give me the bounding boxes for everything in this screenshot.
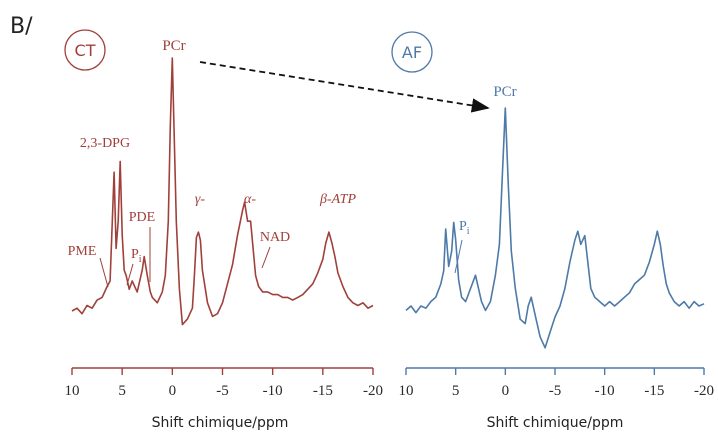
ct-label-gamma: γ-	[195, 192, 206, 207]
af-tick-label-3: -5	[549, 383, 562, 399]
af-spectrum-line	[405, 107, 705, 349]
af-tick-label-2: 0	[502, 383, 510, 399]
ct-tick-label-1: 5	[118, 383, 126, 399]
ct-label-pi-main: P	[131, 247, 139, 262]
af-label-pi-main: P	[459, 219, 467, 234]
ct-tick-marks	[71, 368, 374, 375]
ct-badge: CT	[75, 41, 96, 60]
af-label-pi-sub: i	[467, 226, 470, 237]
af-tick-labels: 10 5 0 -5 -10 -15 -20	[399, 383, 715, 399]
ct-label-nad: NAD	[260, 230, 290, 245]
af-tick-label-0: 10	[399, 383, 414, 399]
ct-label-pme: PME	[68, 244, 97, 259]
ct-label-pi-sub: i	[139, 254, 142, 265]
ct-label-alpha: α-	[244, 192, 256, 207]
ct-label-pi: Pi	[131, 247, 142, 265]
ct-pointer-pi	[126, 263, 134, 286]
ct-panel: CT 10 5 0 -5 -10 -15 -20 Shift chimique/ppm PC…	[64, 29, 384, 431]
ct-label-pde: PDE	[129, 210, 155, 225]
ct-tick-label-3: -5	[216, 383, 229, 399]
af-panel: AF 10 5 0 -5 -10 -15 -20 Shift chimique/ppm PC…	[391, 31, 715, 431]
ct-tick-labels: 10 5 0 -5 -10 -15 -20	[65, 383, 384, 399]
ct-tick-label-6: -20	[363, 383, 383, 399]
af-tick-label-4: -10	[595, 383, 615, 399]
af-label-pi: Pi	[459, 219, 470, 237]
af-tick-marks	[405, 368, 705, 375]
af-tick-label-6: -20	[694, 383, 714, 399]
ct-to-af-arrow	[199, 61, 490, 113]
ct-x-axis-label: Shift chimique/ppm	[152, 415, 289, 431]
ct-badge-circle	[64, 29, 106, 71]
af-tick-label-1: 5	[452, 383, 460, 399]
ct-label-pcr: PCr	[162, 38, 185, 54]
af-tick-label-5: -15	[644, 383, 664, 399]
figure-label: B/	[10, 14, 33, 39]
ct-label-beta-atp: β-ATP	[319, 192, 356, 207]
ct-pointer-pme	[99, 257, 109, 288]
ct-label-23dpg: 2,3-DPG	[80, 136, 130, 151]
ct-tick-label-0: 10	[65, 383, 80, 399]
ct-tick-label-4: -10	[263, 383, 283, 399]
ct-tick-label-5: -15	[313, 383, 333, 399]
af-pointer-pi	[454, 239, 463, 274]
af-badge-circle	[391, 31, 433, 73]
ct-spectrum-line	[71, 57, 374, 326]
af-badge: AF	[402, 43, 422, 62]
ct-pointer-nad	[261, 246, 271, 269]
af-x-axis-label: Shift chimique/ppm	[487, 415, 624, 431]
ct-tick-label-2: 0	[169, 383, 177, 399]
af-label-pcr: PCr	[493, 84, 516, 100]
